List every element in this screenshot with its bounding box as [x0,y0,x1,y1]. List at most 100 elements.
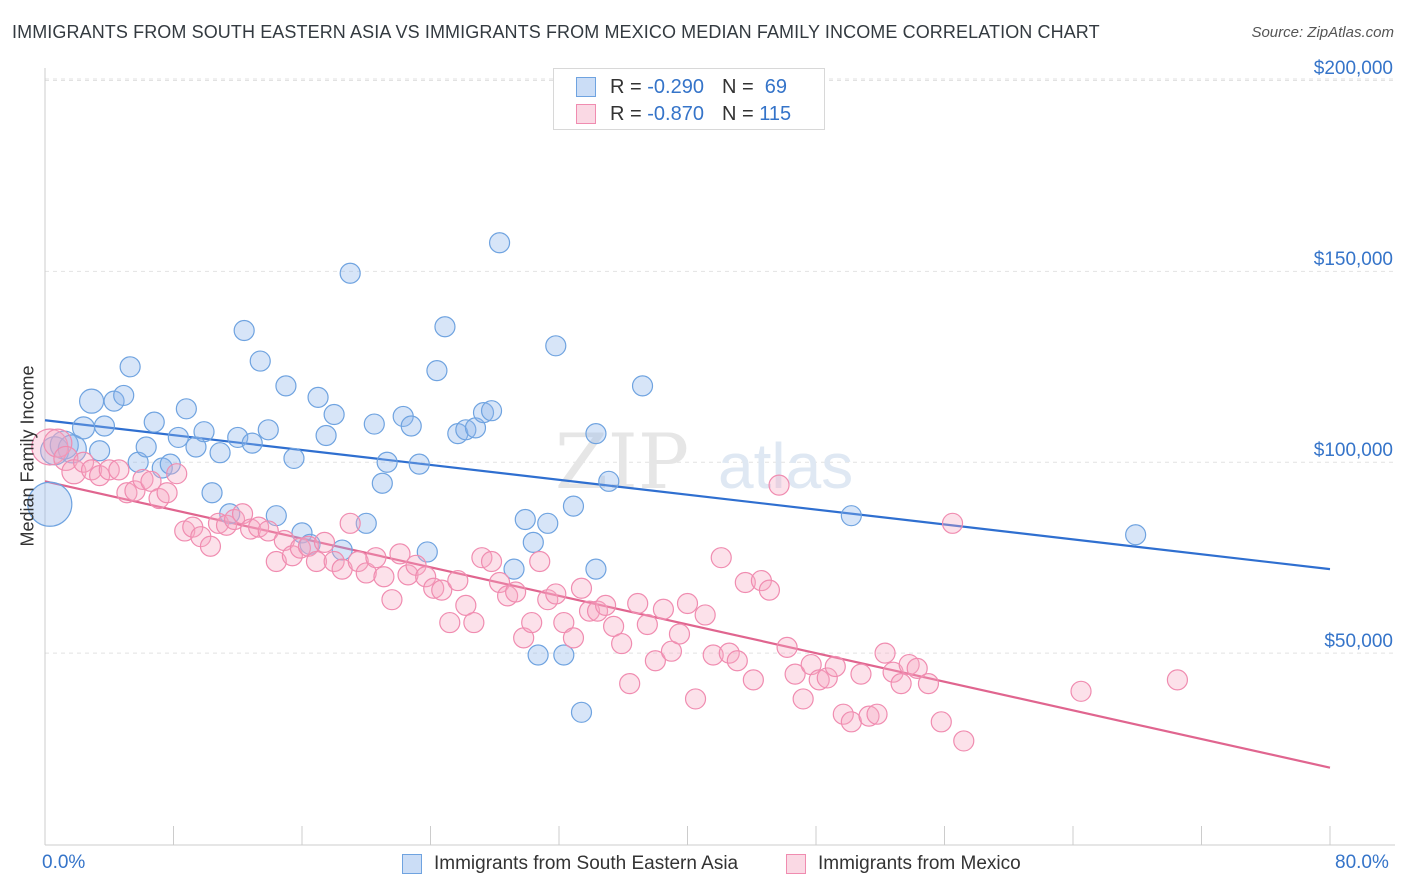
n-label: N = [721,75,754,98]
data-point [480,400,503,422]
data-point [652,598,675,620]
data-point [431,579,453,601]
data-point [917,673,940,695]
data-point [400,415,422,437]
data-point [521,611,543,634]
data-point [840,505,862,527]
source-label: Source: ZipAtlas.com [1251,24,1394,41]
data-point [527,644,549,666]
data-points [27,232,1189,752]
trend-line-1 [44,480,1331,769]
data-point [175,398,197,420]
data-point [953,730,975,752]
data-point [619,673,641,695]
data-point [562,495,585,517]
data-point [553,611,575,634]
data-point [71,416,96,440]
data-point [570,701,593,723]
data-point [331,539,353,561]
data-point [553,644,575,666]
data-point [472,402,495,424]
y-tick-label: $200,000 [1313,58,1393,80]
data-point [850,663,872,685]
data-point [768,474,790,496]
y-axis-title: Median Family Income [17,365,38,547]
data-point [585,558,607,580]
data-point [488,571,511,594]
data-point [545,335,567,357]
data-point [423,577,445,599]
data-point [408,453,430,475]
data-point [718,642,740,664]
legend-item-mexico[interactable]: Immigrants from Mexico [786,852,1021,876]
data-point [514,508,536,531]
data-point [291,522,313,544]
data-point [233,319,255,342]
data-point [702,644,724,666]
data-point [522,531,544,554]
data-point [156,482,178,504]
data-point [426,360,448,382]
data-point [315,424,337,447]
n-value: 115 [759,102,792,125]
data-point [376,451,398,473]
series-1 [31,428,1189,752]
data-point [636,613,658,636]
legend-swatch-mexico [576,104,596,124]
data-point [627,592,649,615]
data-point [866,703,888,725]
data-point [503,558,525,580]
r-value: -0.290 [647,75,704,98]
legend-item-sea[interactable]: Immigrants from South Eastern Asia [402,852,738,876]
data-point [439,611,461,634]
data-point [53,445,79,472]
data-point [792,688,814,710]
data-point [140,470,162,492]
data-point [594,594,617,616]
data-point [684,688,707,710]
data-point [167,426,189,449]
data-point [463,611,485,634]
data-point [447,569,469,592]
y-tick-label: $100,000 [1313,440,1393,462]
data-point [776,636,798,658]
r-label: R = [610,102,642,125]
data-point [505,581,527,603]
watermark: ZIP atlas [555,417,853,506]
r-value: -0.870 [647,102,704,125]
data-point [313,531,336,554]
data-point [570,577,593,599]
data-point [209,442,231,464]
data-point [874,642,896,664]
data-point [1166,669,1189,691]
data-point [339,262,361,284]
data-point [207,512,230,534]
data-point [347,550,369,573]
data-point [529,550,551,573]
legend-label-sea: Immigrants from South Eastern Asia [434,853,739,874]
data-point [434,316,456,338]
x-tick-label-min: 0.0% [42,852,86,873]
data-point [480,550,503,573]
trend-line-0 [44,419,1331,571]
data-point [858,705,880,727]
trend-lines [44,419,1331,769]
y-tick-label: $50,000 [1324,631,1393,653]
data-point [734,571,756,594]
data-point [27,481,73,527]
data-point [241,432,263,454]
data-point [824,655,846,678]
correlation-legend: R = -0.290 N = 69 R = -0.870 N = 115 [553,68,825,130]
r-label: R = [610,75,642,98]
x-tick-label-max: 80.0% [1335,852,1389,873]
data-point [710,547,732,569]
n-value: 69 [764,75,788,98]
data-point [43,428,73,458]
data-point [249,350,271,372]
data-point [890,673,912,695]
data-point [676,592,699,615]
data-point [1125,524,1147,546]
data-point [257,520,279,542]
data-point [93,415,116,437]
data-point [611,632,633,655]
